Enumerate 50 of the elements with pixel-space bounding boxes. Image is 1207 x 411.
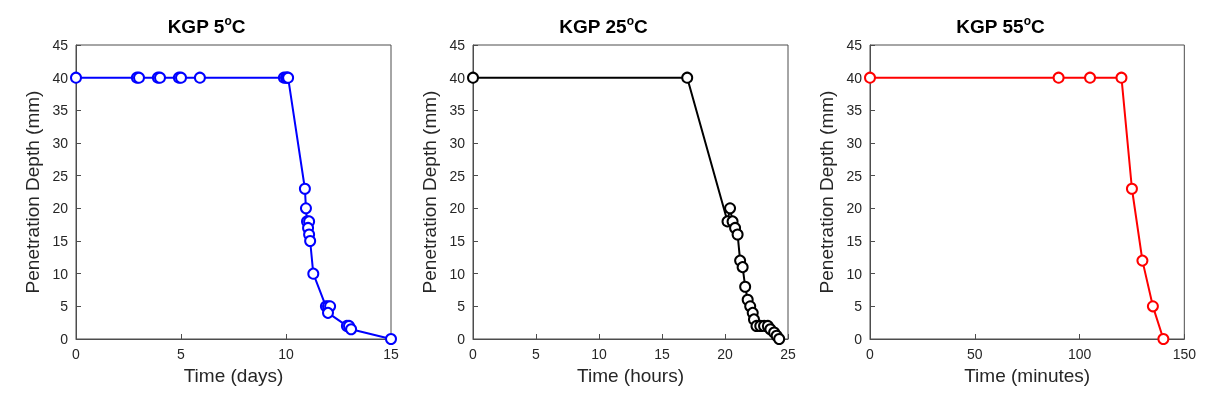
y-tick-label: 45 <box>449 37 466 53</box>
x-axis-title: Time (days) <box>183 364 284 386</box>
y-tick-label: 0 <box>60 331 69 347</box>
x-tick-label: 10 <box>278 346 294 362</box>
x-axis-title: Time (hours) <box>577 364 684 386</box>
y-tick-label: 20 <box>846 200 863 217</box>
y-tick-label: 35 <box>449 102 466 119</box>
y-tick-label: 30 <box>449 135 466 151</box>
y-tick-label: 30 <box>846 135 863 151</box>
y-axis-title: Penetration Depth (mm) <box>21 90 43 294</box>
x-tick-label: 0 <box>866 346 875 362</box>
y-tick-label: 40 <box>846 69 863 86</box>
y-tick-label: 25 <box>52 167 69 184</box>
x-tick-label: 10 <box>591 346 607 362</box>
x-tick-label: 5 <box>177 346 186 362</box>
y-tick-label: 15 <box>52 233 69 249</box>
x-tick-label: 5 <box>532 346 541 362</box>
y-tick-label: 10 <box>52 265 69 282</box>
y-axis-title: Penetration Depth (mm) <box>815 90 837 294</box>
x-tick-label: 15 <box>654 346 670 362</box>
y-tick-label: 35 <box>52 102 69 119</box>
x-tick-label: 15 <box>383 346 399 362</box>
x-tick-label: 25 <box>780 346 796 362</box>
y-tick-label: 30 <box>52 135 69 151</box>
x-tick-label: 100 <box>1067 346 1092 362</box>
y-tick-label: 40 <box>52 69 69 86</box>
y-tick-label: 35 <box>846 102 863 119</box>
y-tick-label: 25 <box>449 167 466 184</box>
y-axis-title: Penetration Depth (mm) <box>418 90 440 294</box>
y-tick-label: 5 <box>457 298 466 315</box>
y-tick-label: 10 <box>449 265 466 282</box>
x-tick-label: 0 <box>72 346 81 362</box>
y-tick-label: 10 <box>846 265 863 282</box>
x-axis-title: Time (minutes) <box>964 364 1091 386</box>
y-tick-label: 20 <box>449 200 466 217</box>
y-tick-label: 15 <box>449 233 466 249</box>
y-tick-label: 0 <box>457 331 466 347</box>
x-tick-label: 150 <box>1172 346 1197 362</box>
x-tick-label: 50 <box>966 346 983 362</box>
y-tick-label: 5 <box>854 298 863 315</box>
y-tick-label: 25 <box>846 167 863 184</box>
x-tick-label: 0 <box>469 346 478 362</box>
x-tick-label: 20 <box>717 346 733 362</box>
y-tick-label: 5 <box>60 298 69 315</box>
y-tick-label: 0 <box>854 331 863 347</box>
y-tick-label: 45 <box>52 37 69 53</box>
y-tick-label: 40 <box>449 69 466 86</box>
y-tick-label: 15 <box>846 233 863 249</box>
y-tick-label: 20 <box>52 200 69 217</box>
y-tick-label: 45 <box>846 37 863 53</box>
